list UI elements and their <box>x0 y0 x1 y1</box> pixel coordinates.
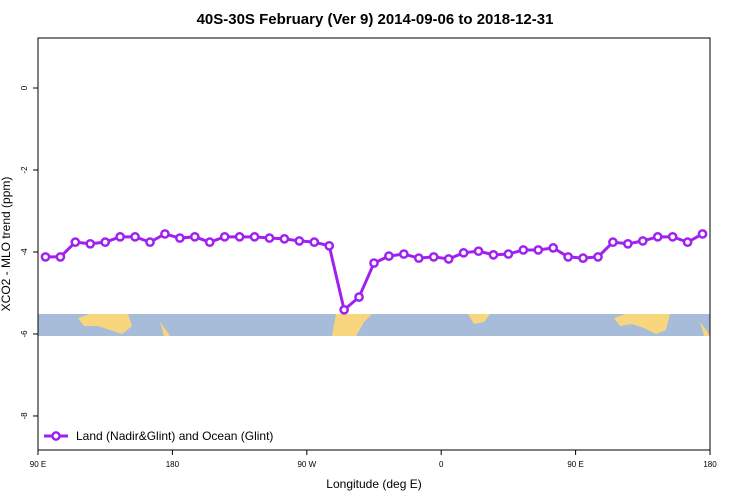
point <box>130 231 140 242</box>
y-tick-label: 0 <box>20 85 29 90</box>
point <box>667 231 678 242</box>
point <box>399 249 409 259</box>
point <box>70 237 81 248</box>
point <box>354 292 364 302</box>
point <box>234 231 245 242</box>
y-tick-label: -4 <box>20 248 29 256</box>
point <box>384 251 394 261</box>
ocean-strip <box>38 314 710 336</box>
map-strip <box>38 314 710 336</box>
point <box>458 247 469 258</box>
x-tick-label: 90 E <box>30 460 46 469</box>
point <box>518 245 529 255</box>
point <box>473 246 484 257</box>
land <box>700 322 710 336</box>
point <box>294 236 305 246</box>
point <box>264 233 275 243</box>
point <box>145 237 155 248</box>
point <box>578 253 588 263</box>
point <box>339 304 349 315</box>
plot-frame <box>37 37 711 451</box>
point <box>219 231 230 242</box>
x-axis-label: Longitude (deg E) <box>326 477 421 491</box>
point <box>697 229 708 239</box>
land <box>332 314 372 336</box>
point <box>443 254 454 264</box>
point <box>623 238 633 249</box>
point <box>533 245 544 255</box>
point <box>189 231 200 242</box>
y-tick-label: -2 <box>20 166 29 174</box>
point <box>563 252 573 262</box>
point <box>682 237 693 248</box>
point <box>279 234 290 244</box>
land <box>78 314 132 334</box>
legend: Land (Nadir&Glint) and Ocean (Glint) <box>44 429 273 443</box>
point <box>175 233 185 243</box>
land <box>468 314 490 324</box>
point <box>428 252 439 262</box>
y-tick-label: -6 <box>20 330 29 338</box>
x-tick-label: 180 <box>166 460 180 469</box>
point <box>85 238 96 249</box>
point <box>637 236 648 246</box>
point <box>608 237 618 248</box>
point <box>40 252 51 262</box>
point <box>100 237 111 248</box>
point <box>593 252 603 262</box>
point <box>548 243 559 253</box>
point <box>55 252 66 262</box>
point <box>204 237 215 248</box>
point <box>488 250 499 260</box>
land <box>614 314 670 334</box>
point <box>369 258 379 268</box>
y-axis-label: XCO2 - MLO trend (ppm) <box>0 177 13 312</box>
point <box>160 229 170 239</box>
x-tick-label: 90 W <box>297 460 316 469</box>
point <box>249 231 260 242</box>
x-tick-label: 0 <box>439 460 444 469</box>
y-tick-label: -8 <box>20 412 29 420</box>
point <box>652 231 663 242</box>
legend-swatch <box>51 431 61 441</box>
point <box>503 249 514 259</box>
point <box>115 231 125 242</box>
legend-label: Land (Nadir&Glint) and Ocean (Glint) <box>76 429 273 443</box>
point <box>309 237 320 248</box>
series-line <box>45 232 704 313</box>
land <box>160 322 170 336</box>
point <box>413 253 424 263</box>
x-tick-label: 180 <box>703 460 717 469</box>
chart-title: 40S-30S February (Ver 9) 2014-09-06 to 2… <box>197 11 554 28</box>
x-tick-label: 90 E <box>567 460 583 469</box>
point <box>324 240 335 251</box>
